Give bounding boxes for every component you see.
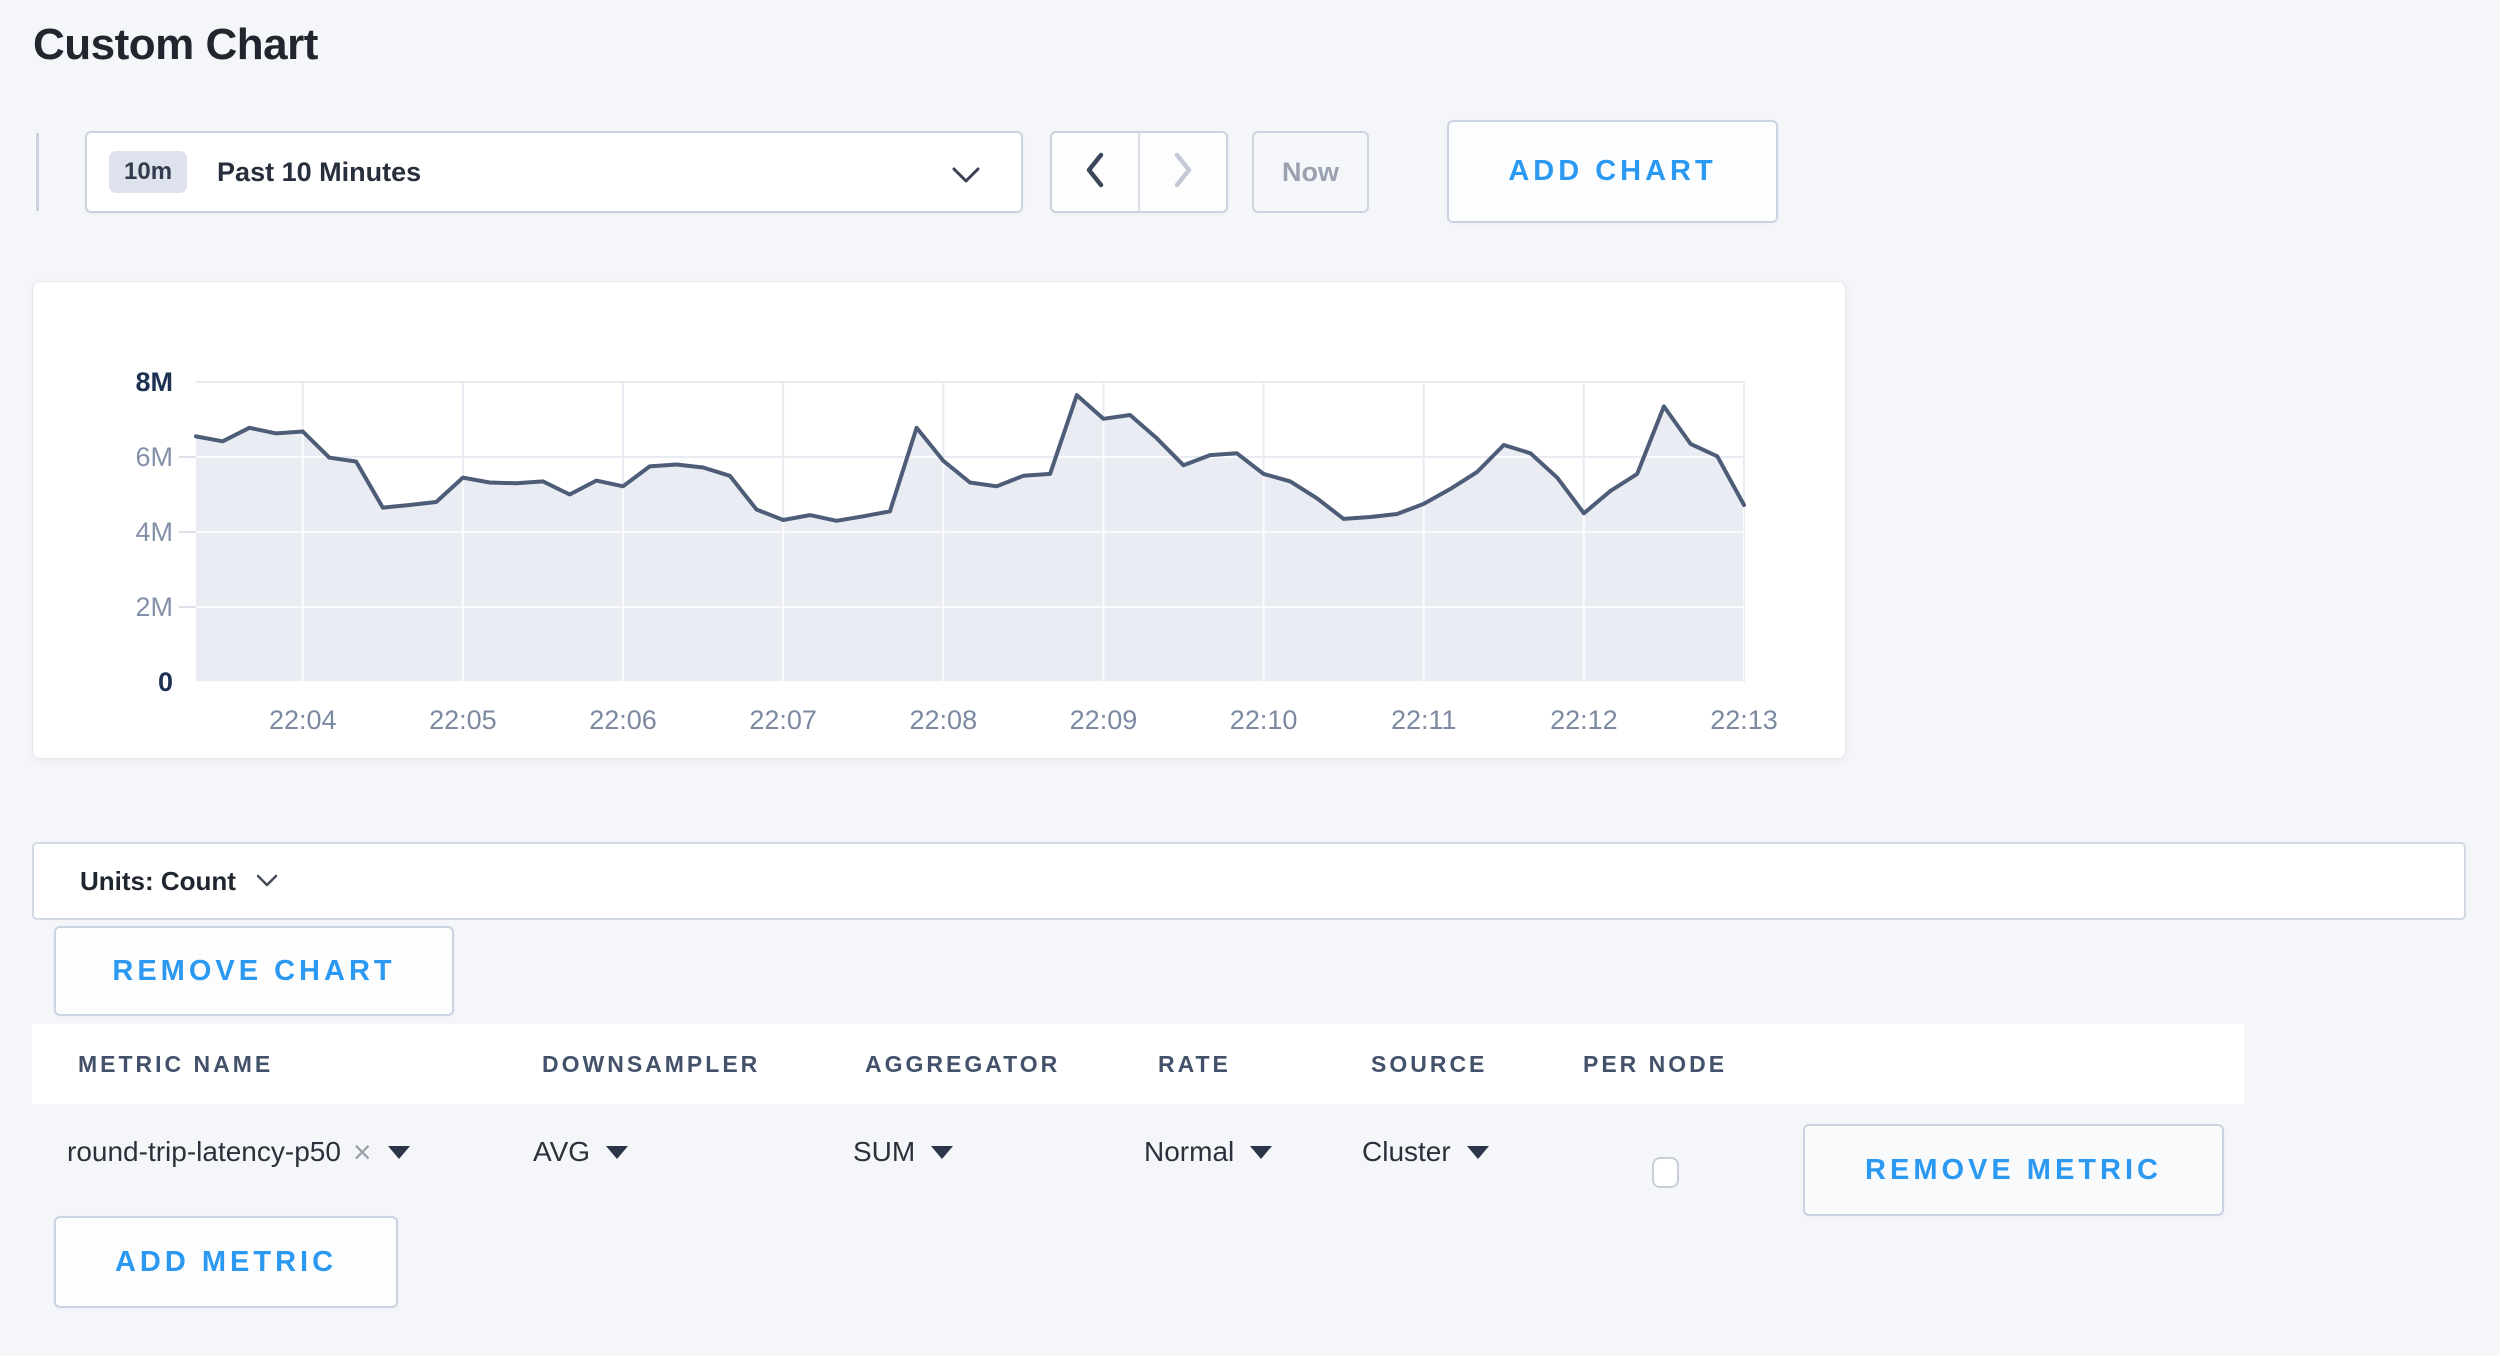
svg-text:0: 0 — [158, 667, 173, 697]
svg-text:4M: 4M — [135, 517, 173, 547]
aggregator-dropdown[interactable]: SUM — [853, 1122, 954, 1182]
next-time-button[interactable] — [1138, 133, 1226, 211]
caret-down-icon — [931, 1145, 954, 1159]
svg-text:22:08: 22:08 — [910, 705, 978, 735]
caret-down-icon — [1250, 1145, 1273, 1159]
svg-text:22:07: 22:07 — [749, 705, 817, 735]
svg-text:22:12: 22:12 — [1550, 705, 1618, 735]
remove-chart-button[interactable]: REMOVE CHART — [54, 926, 454, 1016]
col-downsampler: DOWNSAMPLER — [542, 1051, 761, 1077]
timeseries-chart-card: 0 2M 4M 6M 8M 22:04 22:05 22:06 22:07 22:08 22:09 2… — [32, 281, 1846, 759]
svg-text:22:13: 22:13 — [1710, 705, 1778, 735]
metrics-table-header: METRIC NAME DOWNSAMPLER AGGREGATOR RATE … — [32, 1024, 2244, 1104]
svg-text:22:06: 22:06 — [589, 705, 657, 735]
svg-text:22:09: 22:09 — [1070, 705, 1138, 735]
time-range-select[interactable]: 10m Past 10 Minutes — [85, 131, 1023, 213]
timeseries-chart[interactable]: 0 2M 4M 6M 8M 22:04 22:05 22:06 22:07 22:08 22:09 2… — [33, 282, 1847, 760]
caret-down-icon — [606, 1145, 629, 1159]
units-label: Units: Count — [80, 865, 236, 896]
toolbar-divider — [36, 133, 39, 211]
svg-text:22:04: 22:04 — [269, 705, 337, 735]
col-aggregator: AGGREGATOR — [865, 1051, 1061, 1077]
col-metric-name: METRIC NAME — [78, 1051, 274, 1077]
downsampler-value: AVG — [533, 1136, 591, 1167]
add-chart-button[interactable]: ADD CHART — [1447, 120, 1778, 223]
prev-time-button[interactable] — [1052, 133, 1138, 211]
svg-text:2M: 2M — [135, 592, 173, 622]
caret-down-icon — [387, 1145, 410, 1159]
chevron-down-icon — [256, 874, 278, 893]
svg-text:22:10: 22:10 — [1230, 705, 1298, 735]
aggregator-value: SUM — [853, 1136, 916, 1167]
time-nav-group — [1050, 131, 1228, 213]
downsampler-dropdown[interactable]: AVG — [533, 1122, 629, 1182]
svg-text:8M: 8M — [135, 367, 173, 397]
rate-dropdown[interactable]: Normal — [1144, 1122, 1273, 1182]
caret-down-icon — [1466, 1145, 1489, 1159]
units-select[interactable]: Units: Count — [32, 842, 2466, 920]
chevron-right-icon — [1170, 151, 1196, 194]
col-rate: RATE — [1158, 1051, 1231, 1077]
add-metric-button[interactable]: ADD METRIC — [54, 1216, 398, 1308]
svg-text:22:05: 22:05 — [429, 705, 497, 735]
now-button[interactable]: Now — [1252, 131, 1369, 213]
metric-name-value: round-trip-latency-p50 — [67, 1136, 341, 1167]
col-source: SOURCE — [1371, 1051, 1488, 1077]
svg-text:22:11: 22:11 — [1391, 705, 1457, 735]
chevron-down-icon — [951, 166, 981, 189]
remove-metric-button[interactable]: REMOVE METRIC — [1803, 1124, 2224, 1216]
per-node-checkbox[interactable] — [1652, 1157, 1679, 1188]
page-title: Custom Chart — [33, 20, 318, 69]
remove-metric-x-icon[interactable]: × — [352, 1134, 372, 1170]
svg-text:6M: 6M — [135, 442, 173, 472]
chevron-left-icon — [1082, 151, 1108, 194]
time-range-label: Past 10 Minutes — [217, 156, 422, 187]
source-dropdown[interactable]: Cluster — [1362, 1122, 1489, 1182]
metric-name-dropdown[interactable]: round-trip-latency-p50 × — [67, 1122, 410, 1182]
time-range-badge: 10m — [109, 151, 188, 193]
source-value: Cluster — [1362, 1136, 1451, 1167]
col-per-node: PER NODE — [1583, 1051, 1728, 1077]
rate-value: Normal — [1144, 1136, 1235, 1167]
